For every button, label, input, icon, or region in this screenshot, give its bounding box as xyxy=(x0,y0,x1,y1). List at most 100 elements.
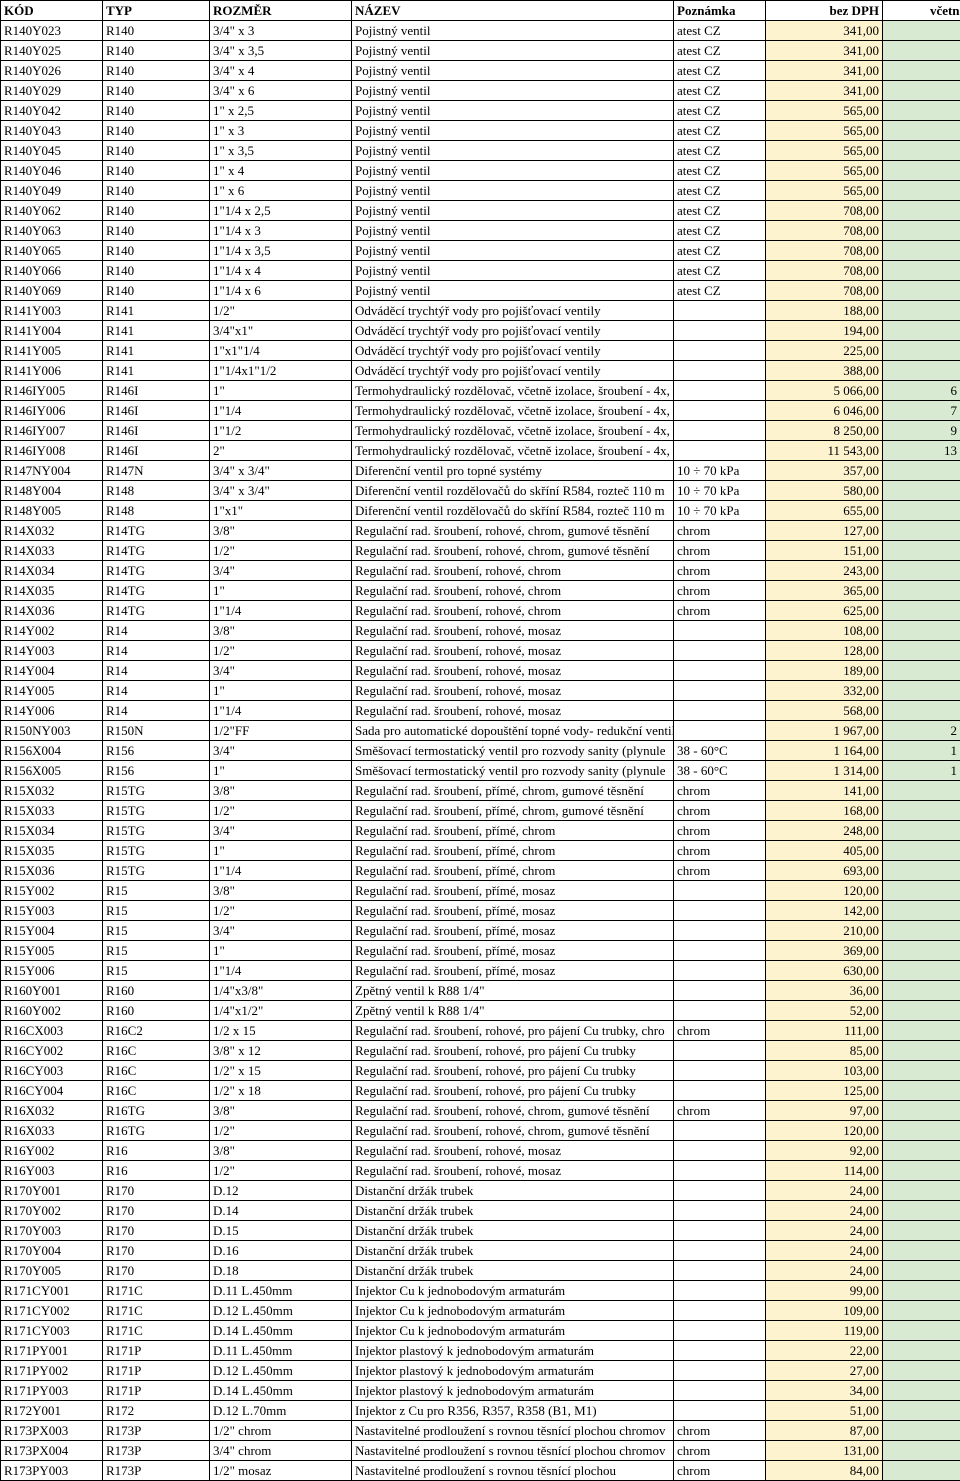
cell-nazev: Odváděcí trychtýř vody pro pojišťovací v… xyxy=(352,361,674,381)
cell-nazev: Diferenční ventil pro topné systémy xyxy=(352,461,674,481)
table-row: R140Y029R1403/4" x 6Pojistný ventilatest… xyxy=(1,81,960,101)
cell-vcetne-dph: 672,35 xyxy=(883,121,960,141)
cell-typ: R16TG xyxy=(103,1101,210,1121)
cell-typ: R14TG xyxy=(103,601,210,621)
cell-rozmer: 1/2" chrom xyxy=(210,1421,352,1441)
cell-vcetne-dph: 135,66 xyxy=(883,1161,960,1181)
cell-rozmer: D.16 xyxy=(210,1241,352,1261)
cell-bez-dph: 565,00 xyxy=(766,101,883,121)
cell-nazev: Regulační rad. šroubení, rohové, chrom xyxy=(352,601,674,621)
table-row: R140Y026R1403/4" x 4Pojistný ventilatest… xyxy=(1,61,960,81)
table-row: R14X034R14TG3/4"Regulační rad. šroubení,… xyxy=(1,561,960,581)
cell-rozmer: 1"1/4x1"1/2 xyxy=(210,361,352,381)
cell-nazev: Pojistný ventil xyxy=(352,121,674,141)
cell-pozn xyxy=(674,701,766,721)
cell-vcetne-dph: 842,52 xyxy=(883,261,960,281)
cell-vcetne-dph: 155,89 xyxy=(883,1441,960,1461)
cell-vcetne-dph: 28,56 xyxy=(883,1241,960,1261)
cell-kod: R170Y005 xyxy=(1,1261,103,1281)
cell-nazev: Pojistný ventil xyxy=(352,281,674,301)
table-row: R14Y005R141"Regulační rad. šroubení, roh… xyxy=(1,681,960,701)
cell-pozn xyxy=(674,1041,766,1061)
cell-nazev: Pojistný ventil xyxy=(352,241,674,261)
table-row: R173PX004R173P3/4" chromNastavitelné pro… xyxy=(1,1441,960,1461)
cell-typ: R172 xyxy=(103,1401,210,1421)
cell-vcetne-dph: 842,52 xyxy=(883,241,960,261)
cell-rozmer: 1"1/4 xyxy=(210,601,352,621)
cell-rozmer: 1/2" xyxy=(210,1121,352,1141)
cell-pozn: chrom xyxy=(674,861,766,881)
cell-kod: R16CY003 xyxy=(1,1061,103,1081)
table-row: R140Y046R1401" x 4Pojistný ventilatest C… xyxy=(1,161,960,181)
table-row: R170Y004R170D.16Distanční držák trubek24… xyxy=(1,1241,960,1261)
cell-rozmer: D.11 L.450mm xyxy=(210,1281,352,1301)
cell-pozn xyxy=(674,1061,766,1081)
cell-nazev: Diferenční ventil rozdělovačů do skříní … xyxy=(352,501,674,521)
cell-typ: R15TG xyxy=(103,841,210,861)
cell-vcetne-dph: 405,79 xyxy=(883,41,960,61)
cell-kod: R140Y066 xyxy=(1,261,103,281)
cell-rozmer: D.12 L.450mm xyxy=(210,1361,352,1381)
cell-nazev: Distanční držák trubek xyxy=(352,1181,674,1201)
cell-rozmer: 1/2" xyxy=(210,1161,352,1181)
cell-bez-dph: 1 314,00 xyxy=(766,761,883,781)
table-row: R173PX003R173P1/2" chromNastavitelné pro… xyxy=(1,1421,960,1441)
cell-pozn: 38 - 60°C xyxy=(674,761,766,781)
cell-pozn xyxy=(674,1261,766,1281)
cell-nazev: Regulační rad. šroubení, přímé, chrom xyxy=(352,841,674,861)
cell-pozn xyxy=(674,961,766,981)
cell-bez-dph: 708,00 xyxy=(766,281,883,301)
table-row: R14Y004R143/4"Regulační rad. šroubení, r… xyxy=(1,661,960,681)
cell-kod: R140Y042 xyxy=(1,101,103,121)
table-row: R171CY003R171CD.14 L.450mmInjektor Cu k … xyxy=(1,1321,960,1341)
header-kod: KÓD xyxy=(1,1,103,21)
cell-nazev: Regulační rad. šroubení, přímé, chrom xyxy=(352,861,674,881)
table-row: R141Y003R1411/2"Odváděcí trychtýř vody p… xyxy=(1,301,960,321)
cell-rozmer: D.18 xyxy=(210,1261,352,1281)
cell-rozmer: 3/4" chrom xyxy=(210,1441,352,1461)
cell-pozn xyxy=(674,1301,766,1321)
cell-vcetne-dph: 842,52 xyxy=(883,201,960,221)
table-row: R147NY004R147N3/4" x 3/4"Diferenční vent… xyxy=(1,461,960,481)
table-row: R141Y006R1411"1/4x1"1/2Odváděcí trychtýř… xyxy=(1,361,960,381)
cell-vcetne-dph: 295,12 xyxy=(883,821,960,841)
cell-rozmer: 3/4" x 3,5 xyxy=(210,41,352,61)
cell-vcetne-dph: 405,79 xyxy=(883,61,960,81)
cell-kod: R14X032 xyxy=(1,521,103,541)
cell-kod: R15X036 xyxy=(1,861,103,881)
cell-typ: R140 xyxy=(103,141,210,161)
cell-rozmer: 1/2" xyxy=(210,641,352,661)
cell-pozn xyxy=(674,881,766,901)
cell-bez-dph: 693,00 xyxy=(766,861,883,881)
cell-pozn xyxy=(674,1121,766,1141)
cell-nazev: Směšovací termostatický ventil pro rozvo… xyxy=(352,761,674,781)
cell-pozn xyxy=(674,1081,766,1101)
cell-nazev: Regulační rad. šroubení, rohové, chrom, … xyxy=(352,521,674,541)
header-nazev: NÁZEV xyxy=(352,1,674,21)
cell-bez-dph: 210,00 xyxy=(766,921,883,941)
cell-kod: R15X034 xyxy=(1,821,103,841)
cell-typ: R171C xyxy=(103,1301,210,1321)
cell-kod: R140Y049 xyxy=(1,181,103,201)
cell-pozn xyxy=(674,1181,766,1201)
cell-vcetne-dph: 28,56 xyxy=(883,1221,960,1241)
cell-nazev: Pojistný ventil xyxy=(352,81,674,101)
cell-kod: R15X035 xyxy=(1,841,103,861)
cell-rozmer: 1"1/4 xyxy=(210,401,352,421)
cell-nazev: Regulační rad. šroubení, rohové, pro páj… xyxy=(352,1021,674,1041)
cell-nazev: Pojistný ventil xyxy=(352,141,674,161)
cell-nazev: Regulační rad. šroubení, rohové, chrom, … xyxy=(352,1121,674,1141)
cell-bez-dph: 341,00 xyxy=(766,41,883,61)
cell-rozmer: 3/8" xyxy=(210,521,352,541)
cell-typ: R16C2 xyxy=(103,1021,210,1041)
cell-typ: R16 xyxy=(103,1161,210,1181)
cell-kod: R141Y004 xyxy=(1,321,103,341)
cell-vcetne-dph: 289,17 xyxy=(883,561,960,581)
cell-rozmer: 2" xyxy=(210,441,352,461)
cell-rozmer: 1/2" xyxy=(210,801,352,821)
cell-vcetne-dph: 61,88 xyxy=(883,1001,960,1021)
cell-typ: R170 xyxy=(103,1201,210,1221)
cell-vcetne-dph: 224,91 xyxy=(883,661,960,681)
cell-vcetne-dph: 223,72 xyxy=(883,301,960,321)
cell-kod: R147NY004 xyxy=(1,461,103,481)
